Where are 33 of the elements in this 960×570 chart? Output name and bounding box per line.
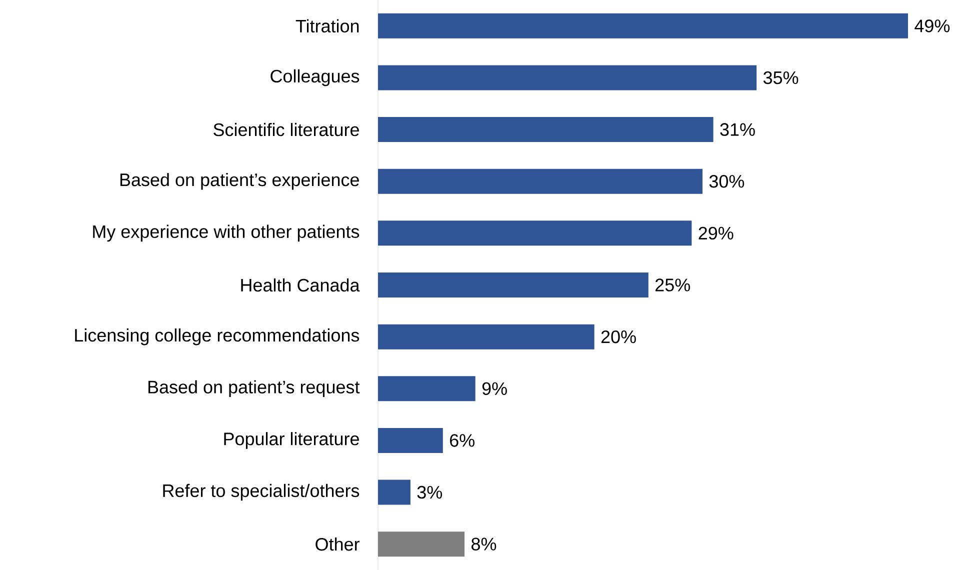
y-tick-label: Based on patient’s request xyxy=(148,380,360,398)
y-tick-label: Popular literature xyxy=(224,432,359,449)
data-label: 6% xyxy=(450,434,474,447)
data-label: 49% xyxy=(914,20,950,32)
data-label: 35% xyxy=(763,71,798,84)
y-tick-label: Titration xyxy=(296,19,359,33)
data-label: 31% xyxy=(720,123,755,136)
bar xyxy=(378,376,476,402)
data-label: 3% xyxy=(417,486,442,499)
bar xyxy=(378,13,908,38)
data-label: 25% xyxy=(656,278,690,292)
data-label: 8% xyxy=(472,538,496,550)
bar xyxy=(378,324,594,350)
bar xyxy=(378,220,692,246)
bar xyxy=(378,117,714,142)
bar xyxy=(378,480,410,505)
y-tick-label: Refer to specialist/others xyxy=(163,484,360,501)
y-tick-label: Other xyxy=(316,537,360,551)
data-label: 9% xyxy=(482,382,507,396)
y-tick-label: Licensing college recommendations xyxy=(75,328,360,346)
y-tick-label: Health Canada xyxy=(241,278,360,292)
bar xyxy=(378,532,465,557)
y-tick-label: My experience with other patients xyxy=(93,224,360,242)
bar xyxy=(378,272,648,298)
bar xyxy=(378,428,443,453)
data-label: 29% xyxy=(698,226,734,240)
data-label: 20% xyxy=(601,330,636,344)
y-tick-label: Based on patient’s experience xyxy=(120,172,359,190)
bar xyxy=(378,168,702,194)
bar xyxy=(378,65,757,90)
y-tick-label: Colleagues xyxy=(270,69,360,86)
data-label: 30% xyxy=(709,175,744,188)
y-tick-label: Scientific literature xyxy=(214,122,359,136)
